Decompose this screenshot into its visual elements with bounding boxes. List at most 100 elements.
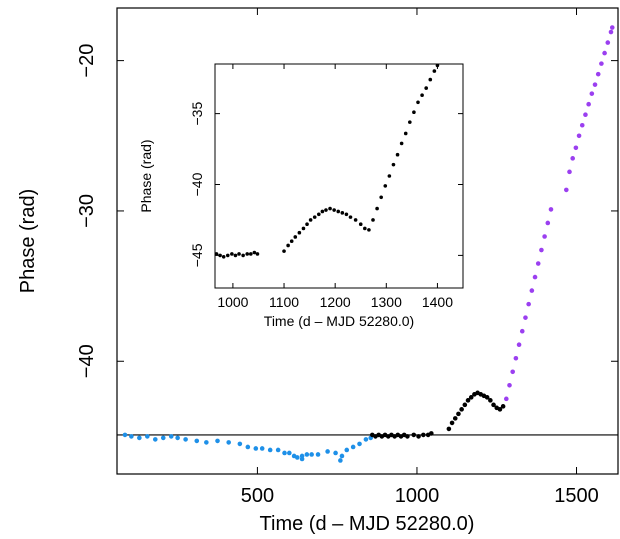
data-point-purple [529, 288, 535, 293]
data-point-purple [513, 355, 519, 361]
data-point-black [367, 228, 371, 232]
data-point-blue [304, 452, 310, 457]
data-point-blue [309, 452, 314, 457]
data-point-blue [363, 437, 369, 442]
x-tick-label: 1000 [395, 485, 440, 507]
main-data-points [122, 25, 615, 463]
data-point-blue [294, 455, 300, 460]
x-tick-label: 1500 [554, 485, 599, 507]
data-point-blue [237, 441, 243, 447]
data-point-blue [325, 449, 330, 454]
data-point-black [255, 252, 260, 256]
data-point-black [411, 432, 417, 438]
data-point-black [245, 252, 250, 256]
data-point-black [225, 253, 230, 258]
data-point-black [353, 218, 358, 222]
data-point-black [435, 63, 440, 68]
data-point-black [340, 211, 345, 215]
data-point-black [424, 86, 428, 90]
data-point-black [459, 407, 464, 412]
data-point-black [416, 434, 421, 439]
data-point-black [241, 253, 245, 258]
data-point-black [312, 215, 317, 219]
main-y-ticks: −20 −30 −40 [76, 44, 618, 378]
data-point-black [336, 209, 341, 214]
data-point-black [432, 69, 437, 73]
data-point-blue [245, 444, 251, 450]
data-point-blue [137, 435, 142, 441]
data-point-purple [605, 40, 611, 45]
data-point-black [233, 253, 238, 258]
data-point-black [214, 252, 219, 256]
data-point-black [383, 184, 388, 188]
data-point-blue [194, 438, 200, 444]
data-point-black [420, 93, 424, 97]
data-point-blue [357, 441, 362, 447]
data-point-blue [253, 446, 259, 451]
data-point-black [221, 255, 226, 259]
data-point-purple [542, 234, 547, 239]
data-point-blue [282, 450, 287, 456]
data-point-black [468, 395, 474, 400]
data-point-black [412, 110, 416, 115]
data-point-black [446, 426, 452, 432]
data-point-purple [609, 25, 615, 30]
data-point-black [293, 235, 298, 239]
data-point-black [289, 239, 294, 244]
data-point-blue [344, 447, 350, 453]
data-point-black [297, 230, 302, 235]
main-x-axis-label: Time (d – MJD 52280.0) [260, 513, 475, 535]
data-point-purple [589, 91, 595, 96]
data-point-purple [548, 207, 554, 212]
data-point-purple [567, 169, 572, 175]
y-tick-label: −40 [189, 172, 205, 196]
inset-data-points [214, 63, 440, 259]
data-point-blue [339, 453, 345, 459]
data-point-purple [532, 274, 538, 280]
data-point-purple [579, 122, 585, 128]
x-tick-label: 1300 [371, 294, 402, 310]
data-point-black [408, 120, 412, 124]
data-point-purple [586, 101, 591, 107]
x-tick-label: 1000 [217, 294, 248, 310]
data-point-black [449, 420, 455, 426]
data-point-black [305, 222, 309, 227]
data-point-blue [287, 450, 292, 456]
data-point-blue [259, 446, 265, 451]
inset-y-axis-label: Phase (rad) [138, 139, 154, 212]
data-point-black [324, 208, 328, 212]
data-point-purple [564, 187, 569, 193]
data-point-purple [516, 342, 522, 348]
data-point-black [375, 206, 379, 211]
data-point-black [332, 208, 336, 212]
inset-y-ticks: −35 −40 −45 [189, 102, 463, 267]
data-point-blue [152, 437, 158, 442]
x-tick-label: 1400 [422, 294, 453, 310]
data-point-purple [599, 61, 604, 66]
data-point-blue [299, 456, 305, 462]
data-point-purple [570, 156, 575, 161]
data-point-blue [315, 452, 321, 457]
data-point-black [282, 249, 286, 253]
data-point-black [387, 174, 392, 178]
data-point-black [405, 434, 410, 439]
data-point-black [317, 212, 321, 217]
main-y-axis-label: Phase (rad) [17, 189, 39, 294]
inset-x-ticks: 1000 1100 1200 1300 1400 [217, 64, 453, 310]
inset-plot: 1000 1100 1200 1300 1400 −35 −40 −45 Time (d –… [138, 63, 464, 329]
data-point-purple [583, 112, 588, 118]
data-point-black [491, 402, 496, 408]
x-tick-label: 1100 [269, 294, 299, 310]
data-point-blue [226, 440, 231, 445]
data-point-black [218, 253, 222, 258]
data-point-black [497, 407, 503, 412]
data-point-black [237, 252, 241, 256]
data-point-blue [160, 435, 166, 441]
data-point-blue [175, 435, 180, 441]
data-point-black [462, 402, 468, 408]
data-point-purple [519, 328, 525, 334]
data-point-black [248, 252, 253, 256]
data-point-black [421, 432, 426, 438]
data-point-blue [204, 440, 209, 445]
